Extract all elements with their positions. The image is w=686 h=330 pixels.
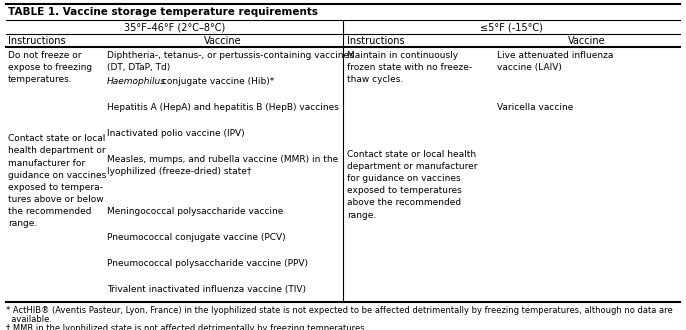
Text: Vaccine: Vaccine — [568, 36, 605, 46]
Text: Haemophilus: Haemophilus — [107, 77, 166, 86]
Text: Do not freeze or
expose to freezing
temperatures.: Do not freeze or expose to freezing temp… — [8, 51, 92, 84]
Text: available.: available. — [6, 315, 52, 324]
Text: Vaccine: Vaccine — [204, 36, 241, 46]
Text: Instructions: Instructions — [8, 36, 66, 46]
Text: Meningococcal polysaccharide vaccine: Meningococcal polysaccharide vaccine — [107, 207, 283, 216]
Text: Instructions: Instructions — [347, 36, 405, 46]
Text: Diphtheria-, tetanus-, or pertussis-containing vaccines
(DT, DTaP, Td): Diphtheria-, tetanus-, or pertussis-cont… — [107, 51, 354, 72]
Text: † MMR in the lyophilized state is not affected detrimentally by freezing tempera: † MMR in the lyophilized state is not af… — [6, 324, 367, 330]
Text: Hepatitis A (HepA) and hepatitis B (HepB) vaccines: Hepatitis A (HepA) and hepatitis B (HepB… — [107, 103, 339, 112]
Text: Varicella vaccine: Varicella vaccine — [497, 103, 573, 112]
Text: Maintain in continuously
frozen state with no freeze-
thaw cycles.: Maintain in continuously frozen state wi… — [347, 51, 472, 84]
Text: Pneumococcal conjugate vaccine (PCV): Pneumococcal conjugate vaccine (PCV) — [107, 233, 285, 242]
Text: conjugate vaccine (Hib)*: conjugate vaccine (Hib)* — [159, 77, 274, 86]
Text: ≤5°F (-15°C): ≤5°F (-15°C) — [480, 22, 543, 32]
Text: Live attenuated influenza
vaccine (LAIV): Live attenuated influenza vaccine (LAIV) — [497, 51, 613, 72]
Text: Contact state or local
health department or
manufacturer for
guidance on vaccine: Contact state or local health department… — [8, 134, 106, 228]
Text: Measles, mumps, and rubella vaccine (MMR) in the
lyophilized (freeze-dried) stat: Measles, mumps, and rubella vaccine (MMR… — [107, 155, 338, 176]
Text: Contact state or local health
department or manufacturer
for guidance on vaccine: Contact state or local health department… — [347, 150, 477, 219]
Text: Pneumococcal polysaccharide vaccine (PPV): Pneumococcal polysaccharide vaccine (PPV… — [107, 259, 308, 268]
Text: 35°F–46°F (2°C–8°C): 35°F–46°F (2°C–8°C) — [124, 22, 225, 32]
Text: * ActHIB® (Aventis Pasteur, Lyon, France) in the lyophilized state is not expect: * ActHIB® (Aventis Pasteur, Lyon, France… — [6, 306, 673, 315]
Text: Trivalent inactivated influenza vaccine (TIV): Trivalent inactivated influenza vaccine … — [107, 285, 306, 294]
Text: TABLE 1. Vaccine storage temperature requirements: TABLE 1. Vaccine storage temperature req… — [8, 7, 318, 17]
Text: Inactivated polio vaccine (IPV): Inactivated polio vaccine (IPV) — [107, 129, 245, 138]
